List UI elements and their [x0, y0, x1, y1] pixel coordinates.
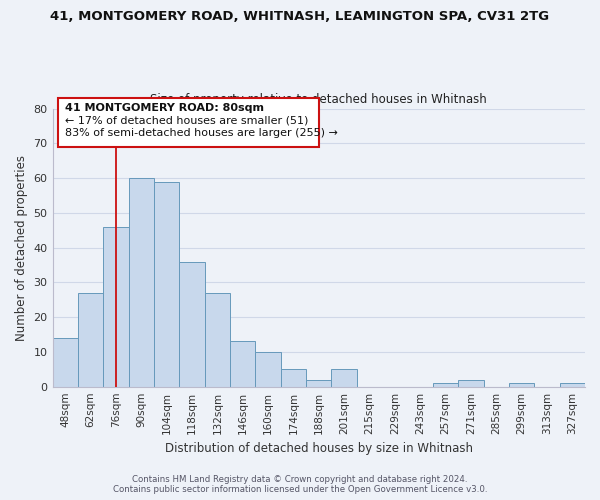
Bar [205, 293, 230, 386]
Bar [509, 383, 534, 386]
Bar [154, 182, 179, 386]
Text: Contains HM Land Registry data © Crown copyright and database right 2024.: Contains HM Land Registry data © Crown c… [132, 475, 468, 484]
Text: 41 MONTGOMERY ROAD: 80sqm: 41 MONTGOMERY ROAD: 80sqm [65, 104, 264, 114]
X-axis label: Distribution of detached houses by size in Whitnash: Distribution of detached houses by size … [165, 442, 473, 455]
Bar [230, 342, 256, 386]
Bar [103, 227, 128, 386]
Text: 41, MONTGOMERY ROAD, WHITNASH, LEAMINGTON SPA, CV31 2TG: 41, MONTGOMERY ROAD, WHITNASH, LEAMINGTO… [50, 10, 550, 23]
Bar [560, 383, 585, 386]
Bar [53, 338, 78, 386]
Title: Size of property relative to detached houses in Whitnash: Size of property relative to detached ho… [151, 93, 487, 106]
Bar [306, 380, 331, 386]
Text: ← 17% of detached houses are smaller (51): ← 17% of detached houses are smaller (51… [65, 116, 308, 126]
Bar [58, 98, 319, 147]
Bar [331, 370, 357, 386]
Bar [281, 370, 306, 386]
Bar [179, 262, 205, 386]
Bar [256, 352, 281, 386]
Text: Contains public sector information licensed under the Open Government Licence v3: Contains public sector information licen… [113, 484, 487, 494]
Bar [458, 380, 484, 386]
Bar [128, 178, 154, 386]
Text: 83% of semi-detached houses are larger (255) →: 83% of semi-detached houses are larger (… [65, 128, 338, 138]
Bar [433, 383, 458, 386]
Y-axis label: Number of detached properties: Number of detached properties [15, 154, 28, 340]
Bar [78, 293, 103, 386]
